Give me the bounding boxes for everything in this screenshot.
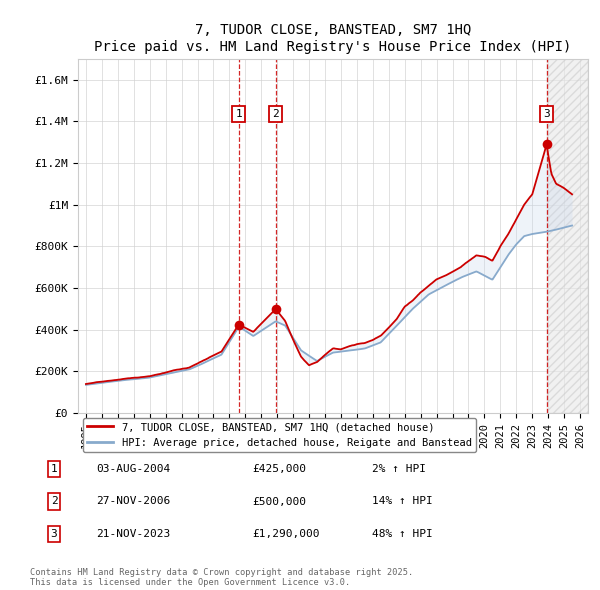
Bar	[547, 59, 588, 413]
Title: 7, TUDOR CLOSE, BANSTEAD, SM7 1HQ
Price paid vs. HM Land Registry's House Price : 7, TUDOR CLOSE, BANSTEAD, SM7 1HQ Price …	[94, 24, 572, 54]
Text: 48% ↑ HPI: 48% ↑ HPI	[372, 529, 433, 539]
Text: 2: 2	[50, 497, 58, 506]
Text: 14% ↑ HPI: 14% ↑ HPI	[372, 497, 433, 506]
Text: £500,000: £500,000	[252, 497, 306, 506]
Legend: 7, TUDOR CLOSE, BANSTEAD, SM7 1HQ (detached house), HPI: Average price, detached: 7, TUDOR CLOSE, BANSTEAD, SM7 1HQ (detac…	[83, 418, 476, 452]
Text: 1: 1	[235, 109, 242, 119]
Text: £1,290,000: £1,290,000	[252, 529, 320, 539]
Text: 03-AUG-2004: 03-AUG-2004	[96, 464, 170, 474]
Text: Contains HM Land Registry data © Crown copyright and database right 2025.
This d: Contains HM Land Registry data © Crown c…	[30, 568, 413, 587]
Text: 2: 2	[272, 109, 279, 119]
Text: 27-NOV-2006: 27-NOV-2006	[96, 497, 170, 506]
Text: 3: 3	[50, 529, 58, 539]
Text: £425,000: £425,000	[252, 464, 306, 474]
Text: 21-NOV-2023: 21-NOV-2023	[96, 529, 170, 539]
Text: 3: 3	[543, 109, 550, 119]
Text: 1: 1	[50, 464, 58, 474]
Text: 2% ↑ HPI: 2% ↑ HPI	[372, 464, 426, 474]
